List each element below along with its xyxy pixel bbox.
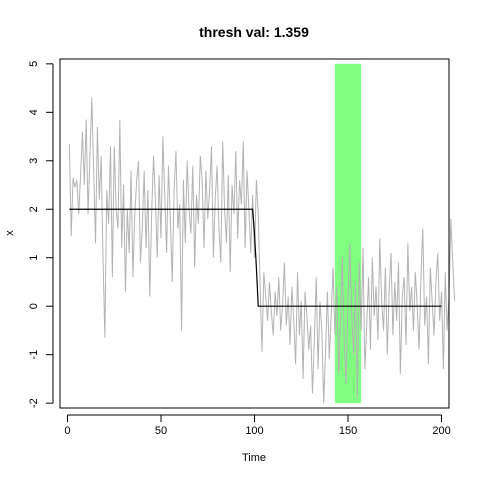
x-tick-label: 100 <box>245 425 263 437</box>
x-tick-label: 150 <box>339 425 357 437</box>
plot-frame <box>59 58 450 409</box>
highlight-band <box>334 63 362 404</box>
fit-line <box>69 208 442 307</box>
fit-layer <box>69 208 442 307</box>
x-tick-label: 200 <box>432 425 450 437</box>
y-tick-label: 1 <box>28 255 40 261</box>
y-tick-label: 2 <box>28 206 40 212</box>
y-tick-label: -1 <box>28 350 40 360</box>
x-tick-label: 0 <box>64 425 70 437</box>
series-layer <box>68 97 456 404</box>
x-axis: 0 50 100 150 200 <box>64 414 451 437</box>
y-tick-label: 4 <box>28 109 40 115</box>
series-line <box>68 97 456 404</box>
y-axis-label: x <box>4 230 16 236</box>
chart-title: thresh val: 1.359 <box>199 24 309 40</box>
y-tick-label: 0 <box>28 303 40 309</box>
y-tick-label: 3 <box>28 158 40 164</box>
y-tick-label: -2 <box>28 398 40 408</box>
x-axis-label: Time <box>242 452 266 464</box>
highlight-layer <box>334 63 362 404</box>
x-tick-label: 50 <box>155 425 167 437</box>
y-axis: -2 -1 0 1 2 3 4 5 <box>28 61 54 408</box>
y-tick-label: 5 <box>28 61 40 67</box>
